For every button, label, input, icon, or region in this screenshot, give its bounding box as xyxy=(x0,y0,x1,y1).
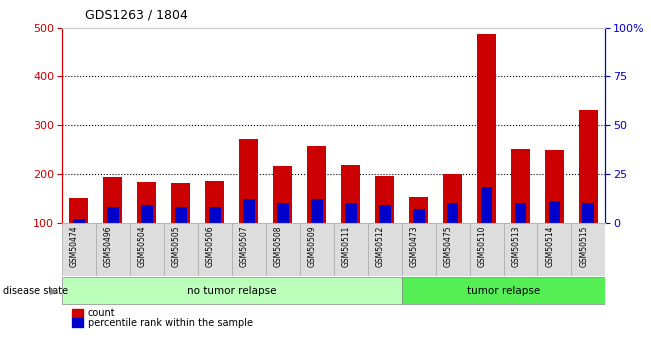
Text: GSM50508: GSM50508 xyxy=(273,225,283,267)
Bar xyxy=(171,183,190,223)
Bar xyxy=(107,207,118,223)
Text: GSM50474: GSM50474 xyxy=(70,225,79,267)
Bar xyxy=(583,203,594,223)
Bar xyxy=(175,207,187,223)
Bar xyxy=(307,146,326,223)
Bar xyxy=(375,176,394,223)
Bar xyxy=(469,223,503,276)
Text: disease state: disease state xyxy=(3,286,68,296)
Bar xyxy=(538,223,572,276)
Bar xyxy=(198,223,232,276)
Bar xyxy=(549,201,561,223)
Text: GSM50512: GSM50512 xyxy=(376,225,385,267)
Bar xyxy=(277,203,288,223)
Bar xyxy=(311,199,323,223)
Text: GSM50511: GSM50511 xyxy=(342,225,351,267)
Bar xyxy=(73,219,85,223)
Bar xyxy=(503,223,538,276)
Bar xyxy=(243,199,255,223)
Text: GSM50514: GSM50514 xyxy=(546,225,555,267)
Bar xyxy=(379,205,391,223)
Bar xyxy=(209,207,221,223)
Text: GSM50509: GSM50509 xyxy=(308,225,316,267)
Bar xyxy=(130,223,164,276)
Bar xyxy=(447,203,458,223)
Text: GSM50510: GSM50510 xyxy=(478,225,486,267)
Bar xyxy=(413,209,424,223)
Bar xyxy=(141,205,153,223)
Bar xyxy=(341,165,360,223)
Text: GSM50515: GSM50515 xyxy=(579,225,589,267)
Text: GSM50507: GSM50507 xyxy=(240,225,249,267)
Text: GSM50513: GSM50513 xyxy=(512,225,521,267)
Bar xyxy=(477,34,496,223)
Text: tumor relapse: tumor relapse xyxy=(467,286,540,296)
Bar xyxy=(266,223,299,276)
Bar xyxy=(164,223,198,276)
Text: GSM50504: GSM50504 xyxy=(138,225,146,267)
Bar xyxy=(232,223,266,276)
Text: GSM50506: GSM50506 xyxy=(206,225,215,267)
Bar xyxy=(299,223,333,276)
Bar xyxy=(579,110,598,223)
Bar xyxy=(137,182,156,223)
Text: percentile rank within the sample: percentile rank within the sample xyxy=(88,318,253,328)
Bar xyxy=(409,197,428,223)
Bar xyxy=(205,181,224,223)
Bar xyxy=(511,149,530,223)
Bar xyxy=(62,277,402,304)
Bar xyxy=(333,223,368,276)
Bar xyxy=(480,187,492,223)
Text: GSM50475: GSM50475 xyxy=(443,225,452,267)
Text: GDS1263 / 1804: GDS1263 / 1804 xyxy=(85,9,187,22)
Bar xyxy=(273,167,292,223)
Text: count: count xyxy=(88,308,115,318)
Text: no tumor relapse: no tumor relapse xyxy=(187,286,277,296)
Bar xyxy=(514,203,527,223)
Bar xyxy=(572,223,605,276)
Bar xyxy=(443,174,462,223)
Text: GSM50505: GSM50505 xyxy=(172,225,181,267)
Bar xyxy=(368,223,402,276)
Bar xyxy=(545,150,564,223)
Bar xyxy=(70,198,88,223)
Bar xyxy=(104,177,122,223)
Bar xyxy=(436,223,469,276)
Text: GSM50496: GSM50496 xyxy=(104,225,113,267)
Text: GSM50473: GSM50473 xyxy=(409,225,419,267)
Bar xyxy=(402,277,605,304)
Text: ▶: ▶ xyxy=(49,286,57,296)
Bar xyxy=(402,223,436,276)
Bar xyxy=(344,203,357,223)
Bar xyxy=(240,139,258,223)
Bar xyxy=(62,223,96,276)
Bar xyxy=(96,223,130,276)
